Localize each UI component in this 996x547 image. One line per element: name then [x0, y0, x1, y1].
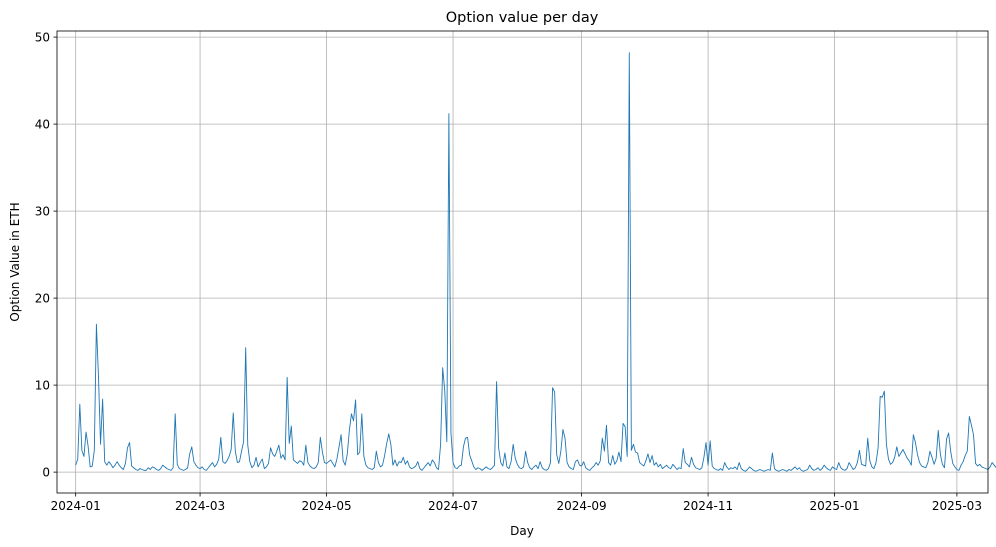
x-tick-label: 2024-01: [51, 499, 101, 513]
x-tick-label: 2024-11: [683, 499, 733, 513]
x-tick-label: 2024-03: [175, 499, 225, 513]
y-axis: 0 10 20 30 40 50: [35, 30, 57, 479]
x-tick-label: 2024-07: [428, 499, 478, 513]
gridlines: [57, 31, 988, 493]
y-tick-label: 40: [35, 117, 50, 131]
x-axis: 2024-01 2024-03 2024-05 2024-07 2024-09 2024-…: [51, 493, 982, 513]
y-tick-label: 20: [35, 291, 50, 305]
plot-frame: [56, 30, 989, 494]
y-axis-label: Option Value in ETH: [8, 202, 22, 321]
series-line-0: [75, 52, 996, 472]
x-tick-label: 2025-03: [932, 499, 982, 513]
y-tick-label: 50: [35, 30, 50, 44]
chart-title: Option value per day: [446, 10, 599, 26]
y-tick-label: 10: [35, 378, 50, 392]
y-tick-label: 0: [42, 465, 50, 479]
y-tick-label: 30: [35, 204, 50, 218]
x-tick-label: 2025-01: [809, 499, 859, 513]
x-tick-label: 2024-05: [301, 499, 351, 513]
x-tick-label: 2024-09: [557, 499, 607, 513]
plot-area: [75, 52, 996, 472]
x-axis-label: Day: [510, 524, 534, 538]
